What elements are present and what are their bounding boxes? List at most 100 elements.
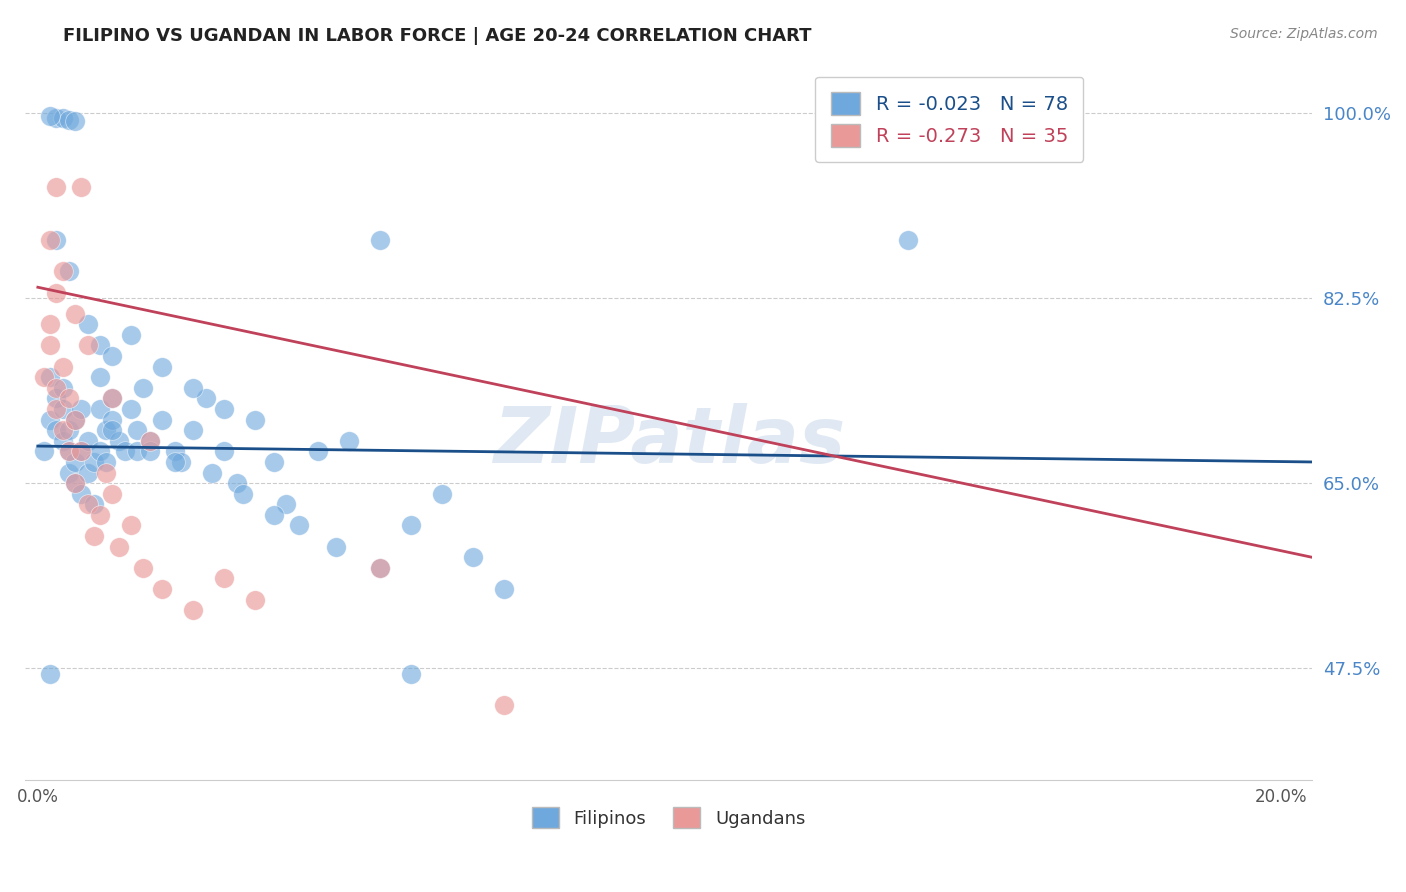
Point [45,111,67,125]
Point [58,423,80,437]
Point [245,412,267,426]
Point [96,466,118,480]
Point [52,359,75,374]
Text: Source: ZipAtlas.com: Source: ZipAtlas.com [1230,27,1378,41]
Point [45,179,67,194]
Point [101,392,124,406]
Point [45,285,67,300]
Point [132,381,155,395]
Point [89,402,111,417]
Point [214,444,236,458]
Point [127,444,149,458]
Point [76,497,98,511]
Point [114,444,136,458]
Point [399,518,422,533]
Point [63,307,86,321]
Point [58,466,80,480]
Point [52,381,75,395]
Point [138,434,160,448]
Point [120,402,142,417]
Point [214,402,236,417]
Point [430,487,453,501]
Point [337,434,360,448]
Point [368,561,391,575]
Point [107,434,129,448]
Point [492,582,515,596]
Point [39,318,62,332]
Point [83,455,105,469]
Point [52,423,75,437]
Point [45,233,67,247]
Point [83,529,105,543]
Point [70,444,93,458]
Point [120,518,142,533]
Point [39,370,62,384]
Point [101,487,124,501]
Point [39,109,62,123]
Point [70,402,93,417]
Point [70,487,93,501]
Point [132,561,155,575]
Point [107,540,129,554]
Point [58,444,80,458]
Point [101,349,124,363]
Point [492,698,515,713]
Point [45,381,67,395]
Legend: Filipinos, Ugandans: Filipinos, Ugandans [524,800,813,836]
Point [45,423,67,437]
Point [276,497,298,511]
Point [39,233,62,247]
Point [45,402,67,417]
Point [39,338,62,352]
Point [89,338,111,352]
Point [58,264,80,278]
Text: FILIPINO VS UGANDAN IN LABOR FORCE | AGE 20-24 CORRELATION CHART: FILIPINO VS UGANDAN IN LABOR FORCE | AGE… [63,27,811,45]
Point [120,327,142,342]
Point [138,434,160,448]
Point [232,487,254,501]
Point [150,582,173,596]
Point [194,392,217,406]
Point [399,666,422,681]
Point [76,434,98,448]
Point [76,318,98,332]
Point [170,455,193,469]
Point [63,412,86,426]
Point [58,392,80,406]
Point [76,466,98,480]
Point [201,466,224,480]
Point [52,402,75,417]
Point [101,423,124,437]
Point [245,592,267,607]
Point [461,550,484,565]
Point [181,423,204,437]
Text: ZIPatlas: ZIPatlas [492,403,845,479]
Point [181,603,204,617]
Point [70,179,93,194]
Point [63,476,86,491]
Point [307,444,329,458]
Point [897,233,920,247]
Point [150,412,173,426]
Point [83,497,105,511]
Point [163,455,186,469]
Point [368,233,391,247]
Point [63,114,86,128]
Point [225,476,247,491]
Point [150,359,173,374]
Point [263,508,285,522]
Point [163,444,186,458]
Point [70,444,93,458]
Point [52,111,75,125]
Point [32,370,55,384]
Point [39,666,62,681]
Point [214,571,236,585]
Point [96,423,118,437]
Point [89,508,111,522]
Point [89,444,111,458]
Point [63,476,86,491]
Point [52,264,75,278]
Point [96,455,118,469]
Point [138,444,160,458]
Point [45,392,67,406]
